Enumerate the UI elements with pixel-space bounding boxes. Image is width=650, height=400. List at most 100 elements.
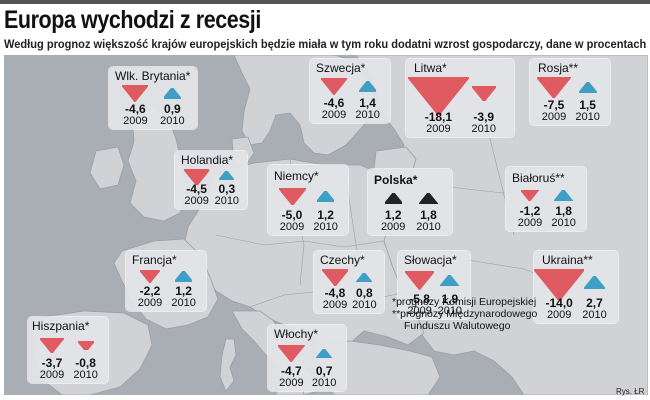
- country-name: Hiszpania*: [32, 319, 90, 333]
- country-name: Polska*: [374, 173, 418, 187]
- arrow-shape: [175, 271, 193, 282]
- country-name: Litwa*: [414, 61, 447, 75]
- arrow-shape: [140, 270, 160, 283]
- decline-arrow-icon: [183, 169, 210, 185]
- year-2009: 2009: [407, 305, 432, 317]
- year-2010: 2010: [73, 369, 98, 381]
- footnotes: *prognozy Komisji Europejskiej **prognoz…: [392, 296, 537, 332]
- value-2010: 0,9: [164, 102, 181, 116]
- value-2009: -5,0: [281, 208, 303, 222]
- growth-arrow-icon: [384, 193, 402, 204]
- country-name: Wlk. Brytania*: [115, 69, 191, 83]
- year-2009: 2009: [123, 115, 148, 127]
- value-2010: 0,8: [356, 286, 373, 300]
- border-3: [215, 234, 385, 248]
- year-2010: 2010: [582, 309, 607, 321]
- year-2010: 2010: [352, 299, 377, 311]
- decline-arrow-icon: [321, 269, 349, 286]
- arrow-shape: [521, 190, 539, 201]
- value-2009: -18,1: [424, 110, 453, 124]
- year-2010: 2010: [355, 109, 380, 121]
- country-card-france: Francja* -2,2 2009 1,2 2010: [126, 251, 206, 311]
- arrow-shape: [578, 81, 597, 94]
- value-2009: -3,7: [41, 356, 63, 370]
- decline-arrow-icon: [140, 270, 160, 283]
- growth-arrow-icon: [419, 192, 438, 205]
- year-2010: 2010: [471, 123, 496, 135]
- arrow-shape: [384, 193, 402, 204]
- value-2010: 1,5: [579, 98, 596, 112]
- footnote-imf: **prognozy Międzynarodowego: [392, 308, 538, 320]
- growth-arrow-icon: [317, 191, 335, 202]
- country-card-sweden: Szwecja* -4,6 2009 1,4 2010: [310, 59, 390, 123]
- arrow-shape: [321, 269, 349, 286]
- growth-arrow-icon: [554, 189, 573, 202]
- growth-arrow-icon: [578, 81, 597, 94]
- year-2009: 2009: [517, 217, 543, 229]
- value-2009: -14,0: [545, 296, 573, 310]
- country-card-lithuania: Litwa* -18,1 2009 -3,9 2010: [406, 59, 514, 137]
- top-rule: [0, 0, 650, 4]
- arrow-shape: [122, 85, 149, 102]
- country-name: Słowacja*: [404, 253, 457, 267]
- year-2010: 2010: [160, 115, 185, 127]
- decline-arrow-icon: [278, 345, 305, 362]
- arrow-shape: [356, 272, 373, 283]
- value-2009: -4,7: [281, 364, 302, 378]
- footnote-ec: *prognozy Komisji Europejskiej: [392, 296, 537, 308]
- value-2010: -3,9: [473, 110, 495, 124]
- decline-arrow-icon: [534, 269, 585, 301]
- growth-arrow-icon: [440, 274, 460, 287]
- value-2010: 2,7: [586, 296, 603, 310]
- value-2009: 1,2: [384, 208, 402, 222]
- year-2010: 2010: [214, 195, 240, 207]
- year-2010: 2010: [171, 297, 196, 309]
- country-name: Ukraina**: [542, 253, 593, 267]
- year-2009: 2009: [184, 195, 209, 207]
- country-card-russia: Rosja** -7,5 2009 1,5 2010: [530, 59, 610, 125]
- country-card-uk: Wlk. Brytania* -4,6 2009 0,9 2010: [109, 67, 197, 129]
- growth-arrow-icon: [164, 88, 181, 99]
- arrow-shape: [537, 77, 571, 98]
- country-card-netherlands: Holandia* -4,5 2009 0,3 2010: [175, 151, 247, 209]
- value-2009: -4,6: [323, 96, 345, 110]
- country-card-ukraine: Ukraina** -14,0 2009 2,7 2010: [534, 251, 618, 323]
- arrow-shape: [534, 269, 585, 301]
- arrow-shape: [278, 188, 306, 205]
- year-2009: 2009: [279, 377, 304, 389]
- page-title: Europa wychodzi z recesji: [4, 6, 261, 34]
- land-ireland: [89, 146, 125, 190]
- growth-arrow-icon: [356, 272, 373, 283]
- year-2009: 2009: [137, 297, 163, 309]
- country-name: Niemcy*: [274, 169, 319, 183]
- arrow-shape: [164, 88, 181, 99]
- growth-arrow-icon: [358, 81, 377, 92]
- arrow-shape: [316, 348, 333, 359]
- year-2010: 2010: [313, 221, 338, 233]
- year-2009: 2009: [380, 221, 406, 233]
- value-2010: 1,2: [317, 208, 334, 222]
- page-subtitle: Według prognoz większość krajów europejs…: [4, 37, 647, 51]
- arrow-shape: [419, 192, 438, 205]
- land-corsica-sardinia: [219, 338, 237, 392]
- arrow-shape: [471, 86, 496, 101]
- value-2009: -4,8: [324, 286, 346, 300]
- country-card-poland: Polska* 1,2 2009 1,8 2010: [368, 169, 452, 235]
- arrow-shape: [278, 345, 305, 362]
- value-2009: -2,2: [139, 284, 161, 298]
- arrow-shape: [219, 170, 235, 181]
- value-2009: -5,8: [409, 292, 430, 306]
- decline-arrow-icon: [278, 188, 306, 205]
- value-2010: 1,9: [441, 292, 459, 306]
- value-2010: 1,8: [555, 204, 572, 218]
- country-card-spain: Hiszpania* -3,7 2009 -0,8 2010: [28, 317, 108, 383]
- value-2010: 0,7: [315, 364, 333, 378]
- arrow-shape: [440, 274, 460, 287]
- year-2010: 2010: [437, 305, 463, 317]
- year-2009: 2009: [279, 221, 305, 233]
- arrow-shape: [77, 340, 94, 351]
- country-name: Włochy*: [274, 327, 319, 341]
- year-2010: 2010: [311, 377, 337, 389]
- growth-arrow-icon: [219, 170, 235, 181]
- country-name: Szwecja*: [316, 61, 366, 75]
